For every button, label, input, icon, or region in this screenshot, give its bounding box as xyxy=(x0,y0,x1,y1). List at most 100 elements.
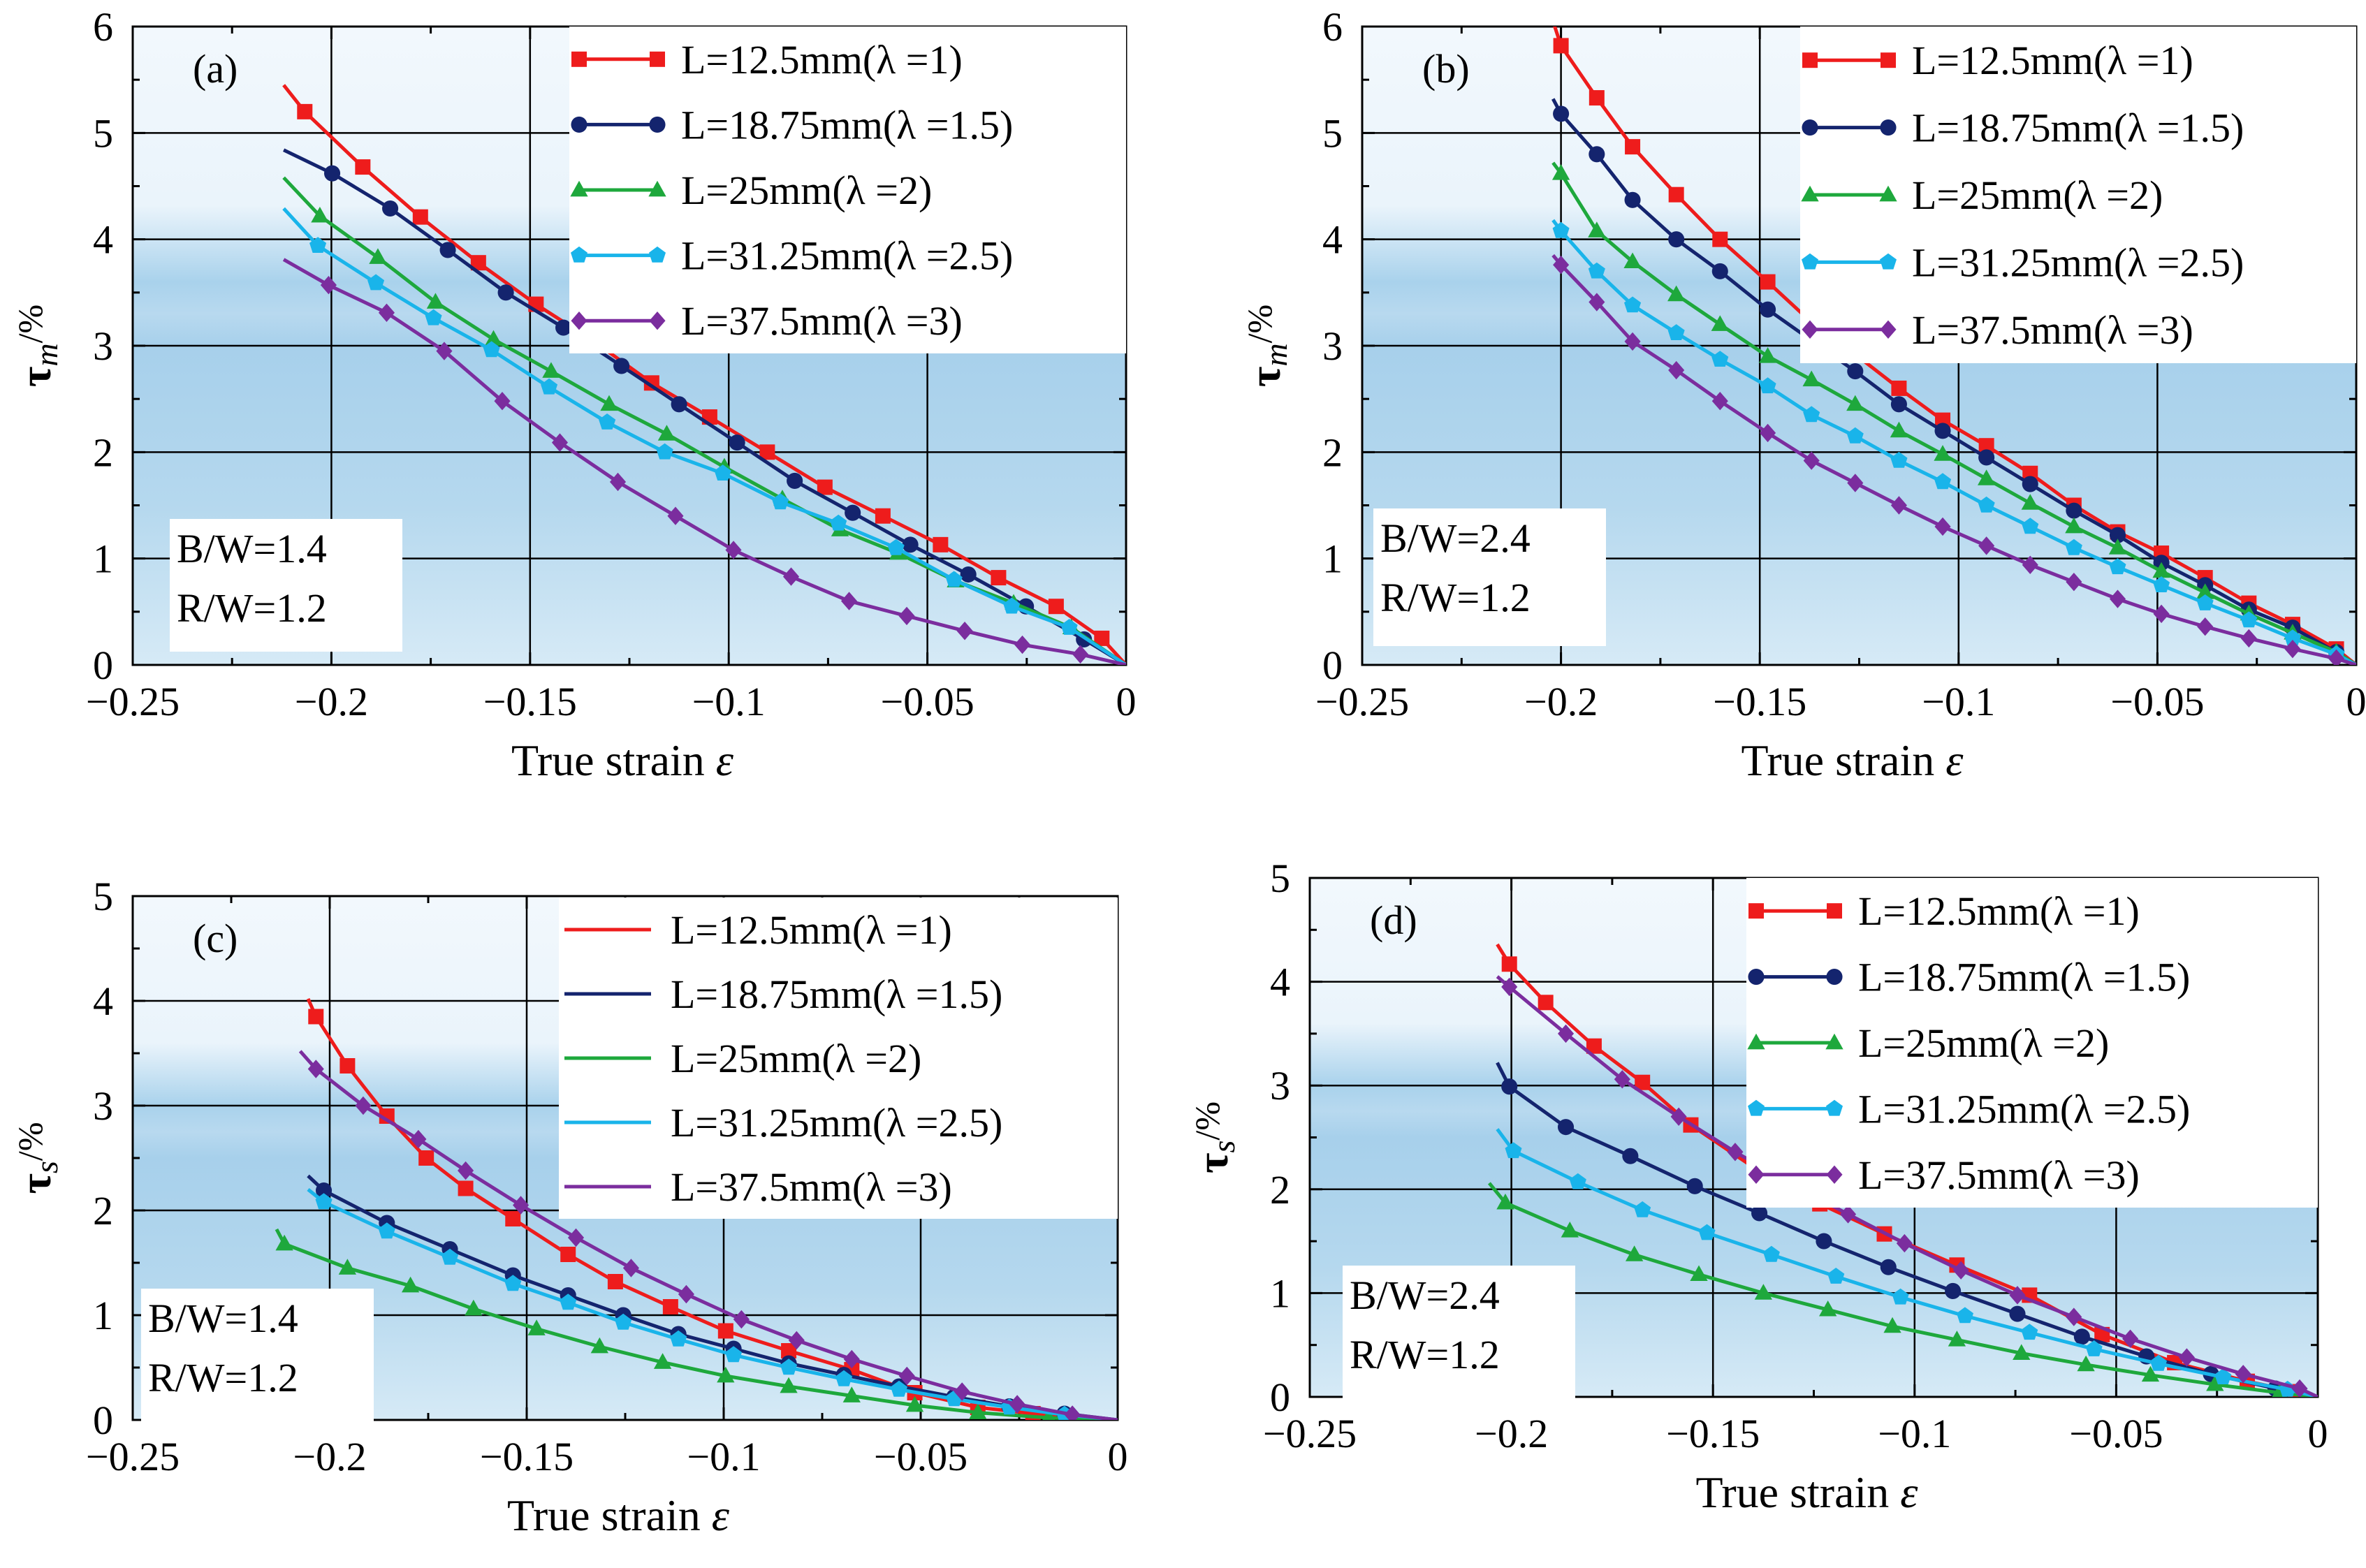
data-point xyxy=(1557,1119,1575,1136)
data-point xyxy=(1588,221,1606,237)
x-tick-label: 0 xyxy=(2346,679,2366,724)
legend-marker xyxy=(649,246,666,263)
data-point xyxy=(1588,262,1605,279)
data-point xyxy=(1978,438,1994,454)
x-tick-label: −0.05 xyxy=(2069,1411,2163,1456)
legend-marker xyxy=(1825,1033,1843,1050)
annotation-text: B/W=1.4 xyxy=(177,526,327,571)
y-tick-label: 0 xyxy=(1270,1375,1290,1420)
data-point xyxy=(527,1319,546,1335)
data-point xyxy=(991,570,1007,586)
data-point xyxy=(1759,377,1776,394)
data-point xyxy=(2284,639,2301,659)
data-point xyxy=(1758,347,1777,363)
y-tick-label: 1 xyxy=(93,1293,113,1338)
data-point xyxy=(1586,1038,1602,1054)
data-point xyxy=(323,165,341,182)
data-point xyxy=(1668,360,1685,380)
data-point xyxy=(1048,599,1064,615)
data-point xyxy=(2013,1344,2031,1360)
data-point xyxy=(441,1248,459,1265)
data-point xyxy=(2109,527,2126,543)
data-point xyxy=(2077,1355,2095,1372)
data-point xyxy=(1847,474,1864,492)
data-point xyxy=(541,378,558,395)
data-point xyxy=(1557,1024,1575,1043)
data-point xyxy=(458,1161,474,1180)
data-point xyxy=(1668,186,1684,203)
data-point xyxy=(320,275,337,295)
y-tick-label: 3 xyxy=(93,323,113,369)
data-point xyxy=(1892,1288,1909,1305)
legend-label: L=12.5mm(λ =1) xyxy=(671,907,952,953)
legend-marker xyxy=(571,312,587,330)
data-point xyxy=(315,1193,333,1210)
data-point xyxy=(2021,1324,2038,1340)
x-tick-label: −0.1 xyxy=(692,679,766,724)
legend-label: L=37.5mm(λ =3) xyxy=(671,1164,952,1210)
data-point xyxy=(622,1259,640,1277)
data-point xyxy=(2178,1348,2195,1367)
y-tick-label: 5 xyxy=(1270,856,1290,901)
data-point xyxy=(956,622,973,640)
legend-marker xyxy=(571,116,587,133)
x-tick-label: −0.05 xyxy=(874,1434,967,1479)
data-point xyxy=(2197,617,2214,636)
data-point xyxy=(1711,315,1729,331)
data-point xyxy=(1712,231,1728,247)
data-point xyxy=(615,1313,632,1330)
data-point xyxy=(1934,517,1951,536)
data-point xyxy=(1569,1173,1586,1189)
chart-panel-2: −0.25 −0.2 −0.15 −0.1 −0.05 0 0 1 2 3 4 5 6 True stra… xyxy=(1240,4,2366,785)
data-point xyxy=(902,536,919,553)
parameter-annotation: B/W=2.4 R/W=1.2 xyxy=(1373,508,1606,646)
legend-marker xyxy=(1747,1033,1765,1050)
data-point xyxy=(1977,469,1996,485)
data-point xyxy=(787,472,803,490)
y-tick-label: 2 xyxy=(93,430,113,475)
chart-panel-1: −0.25 −0.2 −0.15 −0.1 −0.05 0 0 1 2 3 4 5 6 True stra… xyxy=(10,4,1137,785)
x-axis-title: True strain ε xyxy=(507,1490,730,1540)
data-point xyxy=(782,567,800,586)
data-point xyxy=(2109,558,2126,575)
x-tick-label: −0.1 xyxy=(1922,679,1995,724)
data-point xyxy=(1496,1193,1514,1210)
data-point xyxy=(2022,476,2038,492)
legend-marker xyxy=(1826,1165,1843,1184)
data-point xyxy=(905,1395,924,1412)
data-point xyxy=(1501,1078,1518,1095)
data-point xyxy=(1094,630,1110,646)
y-tick-label: 4 xyxy=(93,979,113,1024)
legend-marker xyxy=(571,246,587,263)
data-point xyxy=(1890,496,1907,515)
series-group xyxy=(275,997,1118,1420)
data-point xyxy=(2240,611,2258,628)
legend-label: L=18.75mm(λ =1.5) xyxy=(671,972,1002,1017)
legend-label: L=12.5mm(λ =1) xyxy=(1912,38,2193,83)
data-point xyxy=(1803,406,1820,423)
x-tick-label: −0.1 xyxy=(1878,1411,1951,1456)
data-point xyxy=(2066,502,2082,519)
legend: L=12.5mm(λ =1) L=18.75mm(λ =1.5) L=25mm(λ … xyxy=(1746,878,2318,1208)
data-point xyxy=(410,1129,427,1149)
data-point xyxy=(780,1377,798,1393)
parameter-annotation: B/W=1.4 R/W=1.2 xyxy=(141,1289,374,1421)
data-point xyxy=(1760,301,1776,318)
y-axis-title: τs/% xyxy=(1188,1101,1241,1173)
data-point xyxy=(1890,421,1908,438)
x-tick-label: −0.15 xyxy=(480,1434,574,1479)
data-point xyxy=(725,1346,743,1363)
data-point xyxy=(275,1234,293,1251)
data-point xyxy=(840,592,858,610)
y-tick-label: 1 xyxy=(93,536,113,582)
data-point xyxy=(843,1349,860,1369)
data-point xyxy=(653,1353,672,1369)
parameter-annotation: B/W=1.4 R/W=1.2 xyxy=(170,519,402,652)
data-point xyxy=(1711,351,1729,367)
y-tick-label: 5 xyxy=(93,874,113,919)
data-point xyxy=(1625,139,1641,155)
data-point xyxy=(2085,1340,2103,1356)
data-point xyxy=(729,434,745,451)
chart-panel-3: −0.25 −0.2 −0.15 −0.1 −0.05 0 0 1 2 3 4 5 True strai… xyxy=(10,874,1128,1540)
x-tick-label: −0.15 xyxy=(1713,679,1806,724)
